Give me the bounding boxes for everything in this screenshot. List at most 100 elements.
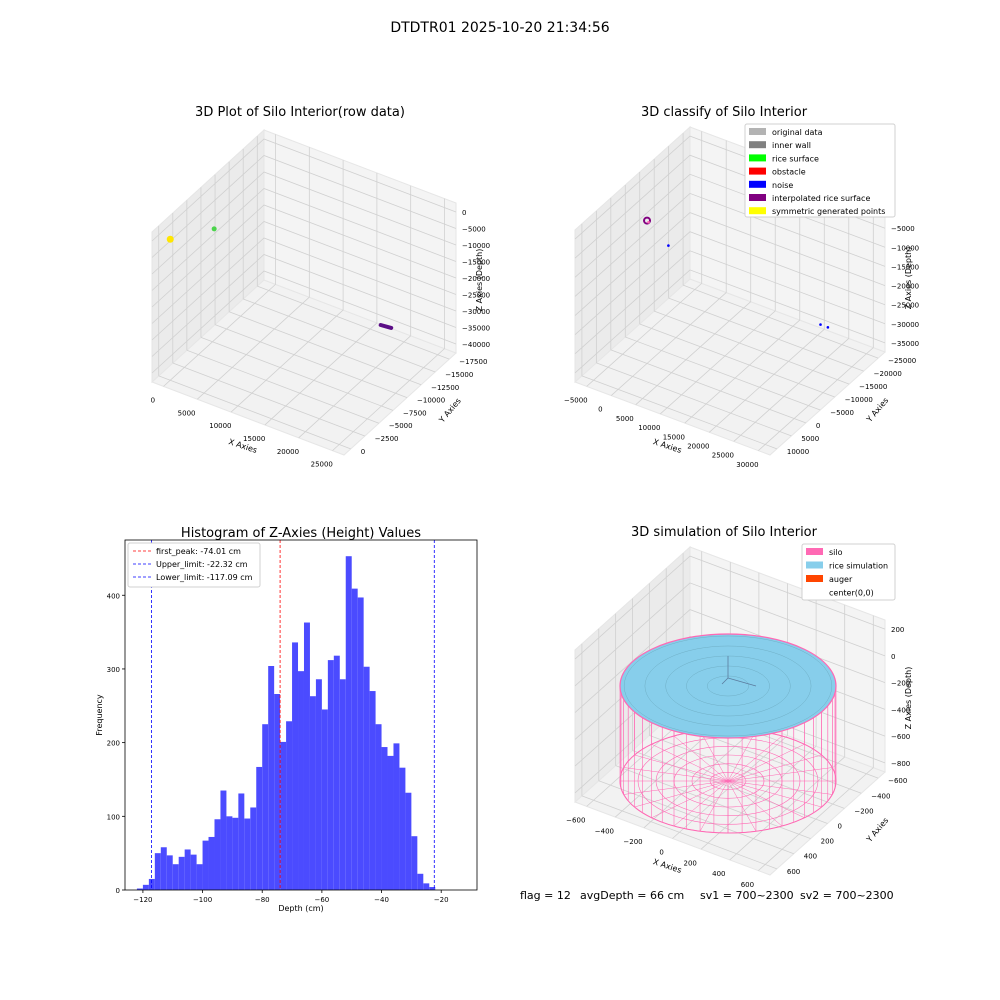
legend-swatch xyxy=(749,128,766,135)
x-axis-label: Depth (cm) xyxy=(278,904,323,913)
histogram-bar xyxy=(154,853,161,890)
histogram-bar xyxy=(226,816,233,890)
auger-axis xyxy=(727,677,757,687)
y-tick-label: 300 xyxy=(107,666,120,674)
legend-frame xyxy=(801,543,896,601)
y-tick-label: −200 xyxy=(854,807,873,815)
legend-label: silo xyxy=(829,548,843,557)
histogram-bar xyxy=(208,836,215,890)
y-tick-label: 400 xyxy=(107,592,120,600)
z-tick-label: −10000 xyxy=(891,244,919,252)
histogram-bar xyxy=(190,854,197,890)
y-tick-label: 0 xyxy=(816,422,820,430)
x-tick-label: 5000 xyxy=(616,415,634,423)
silo-floor-spoke xyxy=(727,735,783,782)
histogram-bar xyxy=(142,884,149,890)
legend-swatch xyxy=(749,180,766,188)
grid-line xyxy=(151,155,457,258)
legend: first_peak: -74.01 cm Upper_limit: -22.32… xyxy=(127,542,261,588)
silo-floor-spoke xyxy=(727,780,822,808)
grid-line xyxy=(581,375,778,450)
z-tick-label: −800 xyxy=(891,760,910,768)
x-tick-label: 600 xyxy=(741,881,754,889)
x-tick-label: 0 xyxy=(659,849,663,857)
y-tick-label: 0 xyxy=(361,448,365,456)
x-tick-label: −20 xyxy=(434,896,449,904)
histogram-bar xyxy=(256,766,263,890)
x-tick-label: 400 xyxy=(712,870,725,878)
grid-line xyxy=(596,362,792,437)
y-tick-label: −15000 xyxy=(445,371,473,379)
grid-line xyxy=(574,250,886,355)
grid-line xyxy=(586,283,702,387)
histogram-bar xyxy=(393,743,400,890)
legend-label: obstacle xyxy=(772,168,806,177)
silo-floor-spoke xyxy=(727,767,833,782)
legend-swatch xyxy=(806,575,823,582)
legend-label: original data xyxy=(772,128,823,137)
silo-floor-spoke xyxy=(623,780,729,795)
legend-swatch xyxy=(806,548,823,555)
legend: silo rice simulation auger center(0,0) xyxy=(801,543,896,601)
mesh-ring xyxy=(644,645,812,727)
histogram-bar xyxy=(339,679,346,890)
grid-line xyxy=(659,310,776,415)
y-tick-label: 400 xyxy=(804,853,817,861)
histogram-bar xyxy=(303,622,310,890)
z-tick-label: −40000 xyxy=(462,341,490,349)
grid-line xyxy=(682,284,879,359)
x-tick-label: −400 xyxy=(595,827,614,835)
z-tick-label: −200 xyxy=(891,680,910,688)
silo-floor-spoke xyxy=(727,754,822,782)
silo-floor-spoke xyxy=(727,780,805,818)
x-tick-label: −80 xyxy=(255,896,270,904)
grid-line xyxy=(574,269,886,374)
grid-line xyxy=(654,310,850,385)
histogram-bar xyxy=(315,679,322,890)
histogram-bar xyxy=(399,767,406,890)
y-tick-label: −10000 xyxy=(845,396,873,404)
histogram-bar xyxy=(238,793,245,890)
z-axis-label: Z Axies (Depth) xyxy=(904,667,913,730)
y-tick-label: 200 xyxy=(107,740,120,748)
histogram-bar xyxy=(280,741,287,890)
z-tick-label: −400 xyxy=(891,706,910,714)
chart-title: 3D classify of Silo Interior xyxy=(641,105,808,120)
footer-avg-depth: avgDepth = 66 cm xyxy=(580,889,685,902)
z-tick-label: −20000 xyxy=(891,283,919,291)
grid-line xyxy=(151,237,457,341)
grid-line xyxy=(214,324,408,398)
histogram-bar xyxy=(363,666,370,890)
grid-line xyxy=(151,254,457,357)
grid-line xyxy=(639,323,835,398)
x-tick-label: 20000 xyxy=(687,442,709,450)
y-tick-label: −7500 xyxy=(403,409,427,417)
histogram-bar xyxy=(357,597,364,890)
x-tick-label: −60 xyxy=(314,896,329,904)
data-point xyxy=(643,216,652,225)
legend-label: Lower_limit: -117.09 cm xyxy=(156,573,253,582)
z-tick-label: −20000 xyxy=(462,275,490,283)
grid-line xyxy=(574,173,886,278)
x-tick-label: −200 xyxy=(623,838,642,846)
y-tick-label: 200 xyxy=(821,838,834,846)
data-point xyxy=(211,226,217,232)
legend-swatch xyxy=(749,154,766,162)
grid-line xyxy=(186,349,380,424)
grid-line xyxy=(574,231,886,335)
figure-title: DTDTR01 2025-10-20 21:34:56 xyxy=(390,20,609,36)
y-tick-label: −5000 xyxy=(389,422,413,430)
z-axis-label: Z Axies (Depth) xyxy=(904,247,913,310)
legend-swatch xyxy=(806,561,823,569)
z-axis-label: Z Axies (Depth) xyxy=(475,249,484,312)
data-point-cluster xyxy=(378,323,394,330)
silo-floor-spoke xyxy=(673,735,729,782)
z-tick-label: −5000 xyxy=(462,226,486,234)
grid-line xyxy=(298,335,411,439)
histogram-bar xyxy=(351,588,358,890)
x-tick-label: 30000 xyxy=(736,461,758,469)
histogram-bar xyxy=(411,836,418,890)
z-tick-label: 200 xyxy=(891,626,904,634)
legend-frame xyxy=(744,123,896,218)
